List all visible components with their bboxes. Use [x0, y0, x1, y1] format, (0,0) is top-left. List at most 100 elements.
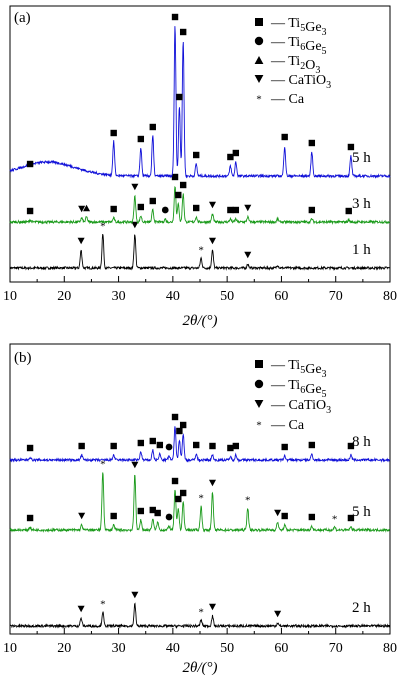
legend-marker-square [255, 18, 263, 26]
x-tick-label: 40 [166, 289, 180, 304]
peak-marker-square [193, 204, 200, 212]
peak-marker-square [110, 442, 117, 450]
peak-marker-square [149, 123, 156, 131]
peak-marker-square [26, 444, 34, 452]
peak-marker-square [281, 512, 288, 520]
peak-marker-square [347, 442, 355, 450]
peak-marker-square [110, 512, 117, 520]
peak-marker-square [179, 421, 187, 429]
peak-marker-square [232, 149, 240, 157]
legend-marker-triangle-down [254, 75, 264, 83]
trace-label: 1 h [352, 242, 371, 258]
panel-a-traces: * * 1 h 3 h 5 h [9, 13, 391, 271]
peak-marker-square [209, 442, 216, 450]
peak-marker-star: * [198, 245, 204, 257]
x-tick-label: 70 [329, 641, 343, 656]
peak-marker-star: * [198, 607, 204, 619]
peak-marker-square [347, 514, 355, 522]
peak-marker-circle [161, 206, 169, 214]
peak-marker-square [137, 135, 145, 143]
panel-a-label: (a) [14, 10, 31, 26]
panel-b-x-axis: 10 20 30 40 50 60 70 80 [3, 628, 397, 656]
legend-marker-triangle-down [254, 400, 264, 408]
peak-marker-star: * [332, 514, 338, 526]
x-tick-label: 80 [383, 289, 397, 304]
trace-label: 8 h [352, 434, 371, 450]
peak-marker-square [227, 444, 234, 452]
peak-marker-square [308, 139, 316, 147]
peak-marker-star: * [245, 495, 251, 507]
peak-marker-square [345, 207, 352, 215]
trace-label: 3 h [352, 196, 371, 212]
peak-marker-square [149, 197, 156, 205]
panel-a: (a) — Ti5Ge3— Ti6Ge5— Ti2O3— CaTiO3 * — Ca… [3, 5, 397, 329]
x-tick-label: 10 [3, 641, 17, 656]
peak-marker-square [156, 441, 164, 449]
peak-marker-square [26, 514, 34, 522]
peak-marker-triangle-down [208, 603, 217, 611]
xrd-trace-3h [9, 186, 391, 225]
x-tick-label: 60 [274, 289, 288, 304]
peak-marker-square [137, 439, 145, 447]
legend-label: — Ti5Ge3 [270, 16, 327, 38]
x-tick-label: 80 [383, 641, 397, 656]
x-tick-label: 40 [166, 641, 180, 656]
trace-label: 2 h [352, 600, 371, 616]
peak-marker-square [281, 443, 288, 451]
peak-marker-square [175, 495, 182, 503]
legend-marker-triangle-up [254, 56, 264, 64]
trace-label: 5 h [352, 504, 371, 520]
panel-b-traces: * * 2 h * * * * 5 h 8 h [9, 413, 391, 629]
legend-marker-square [255, 360, 263, 368]
panel-b-frame [9, 343, 391, 635]
legend-label: — Ti5Ge3 [270, 358, 327, 380]
peak-marker-square [26, 160, 34, 168]
peak-marker-triangle-down [131, 591, 139, 599]
peak-marker-triangle-down [131, 183, 139, 191]
peak-marker-triangle-down [274, 509, 282, 517]
peak-marker-triangle-down [208, 237, 217, 245]
peak-marker-star: * [100, 221, 106, 233]
peak-marker-triangle-down [78, 512, 86, 520]
xrd-trace-8h [9, 426, 391, 463]
peak-marker-square [308, 513, 316, 521]
peak-marker-circle [165, 443, 173, 451]
x-tick-label: 10 [3, 289, 17, 304]
peak-marker-square [176, 93, 183, 101]
legend-label: — Ca [270, 418, 305, 433]
peak-marker-triangle-down [208, 479, 217, 487]
peak-marker-square [110, 205, 117, 213]
peak-marker-square [308, 441, 316, 449]
x-tick-label: 30 [112, 289, 126, 304]
peak-marker-square [193, 441, 200, 449]
panel-a-frame [9, 5, 391, 283]
peak-marker-triangle-down [78, 205, 86, 213]
x-tick-label: 20 [57, 641, 71, 656]
peak-marker-square [347, 143, 355, 151]
legend-label: — Ti6Ge5 [270, 35, 327, 57]
peak-marker-square [193, 151, 200, 159]
peak-marker-square [149, 506, 156, 514]
legend-label: — CaTiO3 [270, 398, 331, 416]
peak-marker-square [171, 413, 179, 421]
xrd-trace-5h [9, 472, 390, 533]
x-tick-label: 30 [112, 641, 126, 656]
panel-b: (b) — Ti5Ge3— Ti6Ge5— CaTiO3* — Ca ** 2 h*… [3, 343, 397, 676]
peak-marker-triangle-down [244, 251, 252, 259]
xrd-trace-2h [9, 602, 391, 629]
peak-marker-square [171, 173, 179, 181]
peak-marker-square [308, 206, 316, 214]
peak-marker-square [26, 207, 34, 215]
peak-marker-square [176, 427, 183, 435]
panel-a-x-axis: 10 20 30 40 50 60 70 80 [3, 276, 397, 304]
panel-b-xlabel: 2θ/(°) [182, 660, 217, 676]
peak-marker-triangle-down [274, 610, 282, 618]
peak-marker-square [179, 489, 187, 497]
peak-marker-triangle-down [244, 204, 252, 212]
peak-marker-square [281, 133, 288, 141]
x-tick-label: 20 [57, 289, 71, 304]
peak-marker-triangle-down [131, 221, 139, 229]
legend-label: — Ca [270, 92, 305, 107]
peak-marker-triangle-down [77, 237, 85, 245]
